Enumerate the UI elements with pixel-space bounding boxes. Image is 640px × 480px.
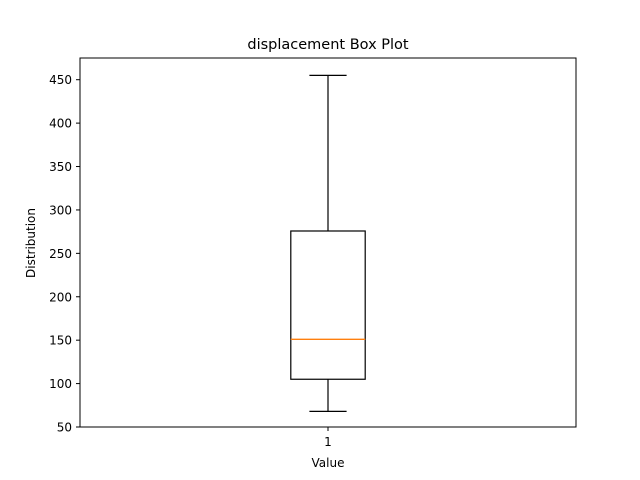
chart-title: displacement Box Plot: [247, 37, 409, 53]
y-axis-label: Distribution: [24, 208, 38, 278]
y-tick-label: 450: [49, 73, 72, 87]
y-tick-label: 350: [49, 160, 72, 174]
y-axis-ticks: 50 100 150 200 250 300 350 400 450: [49, 73, 80, 435]
y-tick-label: 100: [49, 377, 72, 391]
x-axis-label: Value: [312, 456, 345, 470]
y-tick-label: 150: [49, 334, 72, 348]
y-tick-label: 300: [49, 203, 72, 217]
y-tick-label: 50: [57, 421, 72, 435]
x-axis-ticks: 1: [324, 427, 332, 449]
y-tick-label: 400: [49, 117, 72, 131]
y-tick-label: 250: [49, 247, 72, 261]
axes-frame: [79, 57, 577, 428]
plot-area: [290, 74, 366, 412]
x-tick-label: 1: [324, 435, 332, 449]
y-tick-label: 200: [49, 290, 72, 304]
box-iqr: [290, 230, 366, 380]
